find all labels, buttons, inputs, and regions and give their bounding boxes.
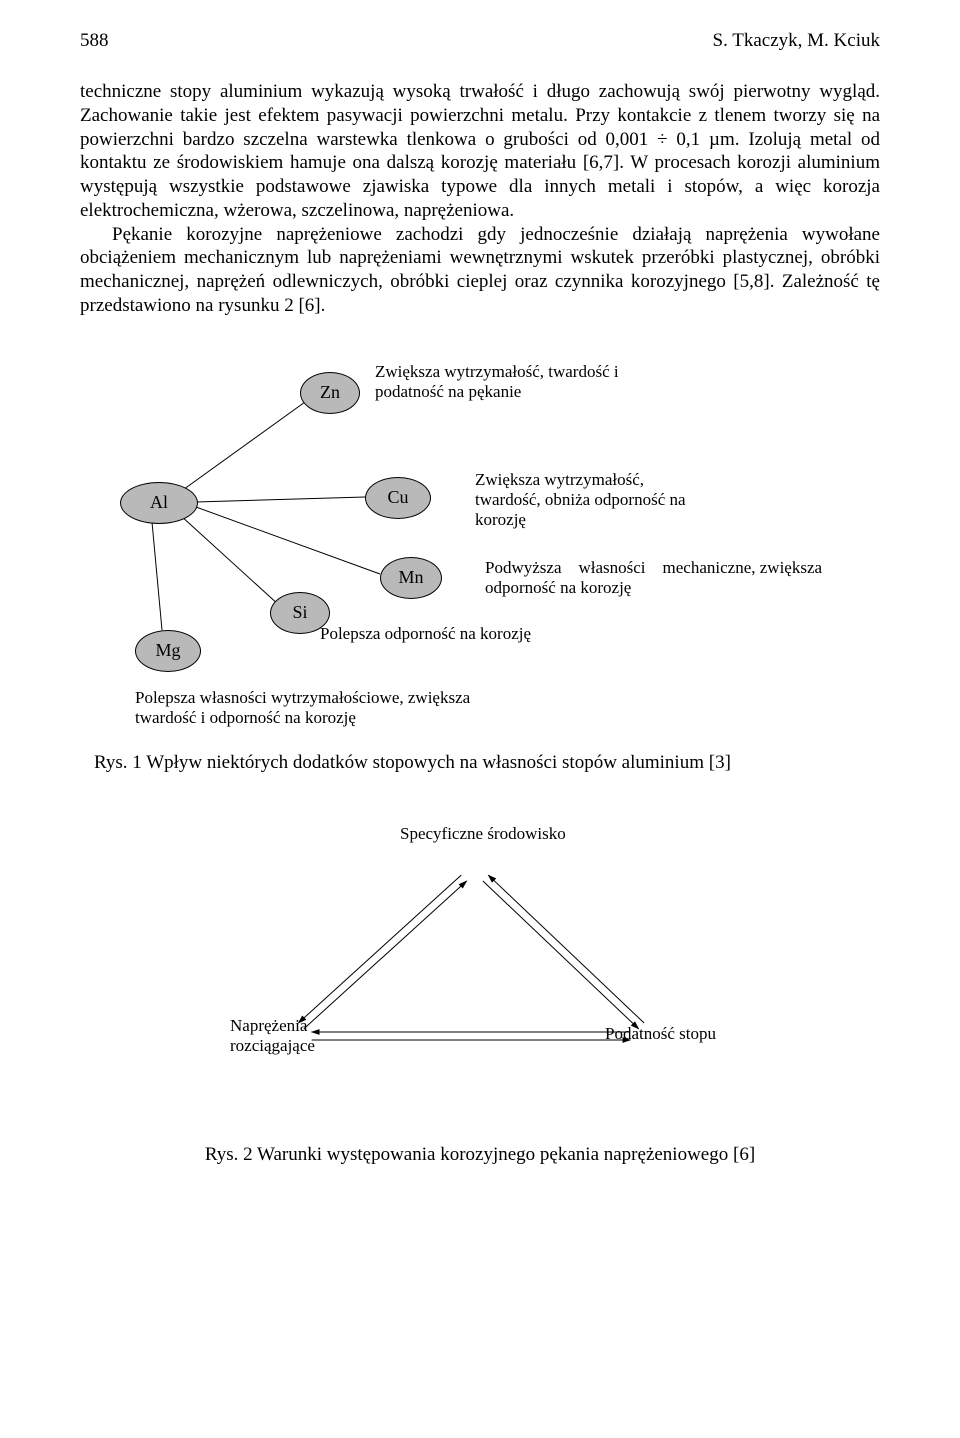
label-top: Specyficzne środowisko [400,824,566,844]
edge [180,515,280,606]
body-text: techniczne stopy aluminium wykazują wyso… [80,80,880,318]
running-header: 588 S. Tkaczyk, M. Kciuk [80,30,880,52]
label-left: Naprężenia rozciągające [230,1016,315,1057]
node-si-label: Si [292,602,307,623]
page-number: 588 [80,30,109,52]
page: 588 S. Tkaczyk, M. Kciuk techniczne stop… [0,0,960,1438]
node-al: Al [120,482,198,524]
triangle-edge [298,875,461,1023]
figure2-caption: Rys. 2 Warunki występowania korozyjnego … [80,1144,880,1166]
diagram1-edges [80,362,880,732]
label-zn: Zwiększa wytrzymałość, twardość i podatn… [375,362,635,403]
label-mn-mid: własności [578,558,645,577]
node-zn-label: Zn [320,382,340,403]
edge [196,507,380,574]
label-mn: Podwyższa własności mechaniczne, zwiększ… [485,558,825,599]
node-mg: Mg [135,630,201,672]
label-cu: Zwiększa wytrzymałość, twardość, obniża … [475,470,705,531]
edge [180,402,305,492]
label-si: Polepsza odporność na korozję [320,624,580,644]
edge [196,497,365,502]
paragraph-1: techniczne stopy aluminium wykazują wyso… [80,80,880,223]
node-al-label: Al [150,492,168,513]
node-mn-label: Mn [398,567,423,588]
label-right: Podatność stopu [605,1024,716,1044]
node-cu-label: Cu [387,487,408,508]
edge [152,522,162,630]
triangle-edge [304,881,467,1029]
node-mg-label: Mg [155,640,180,661]
node-zn: Zn [300,372,360,414]
header-authors: S. Tkaczyk, M. Kciuk [713,30,880,52]
label-left-2: rozciągające [230,1036,315,1055]
label-left-1: Naprężenia [230,1016,307,1035]
label-mn-pre: Podwyższa [485,558,561,577]
node-cu: Cu [365,477,431,519]
paragraph-2: Pękanie korozyjne naprężeniowe zachodzi … [80,223,880,318]
diagram-alloy-additives: Al Zn Cu Mn Si Mg Zwiększa wytrzymałość,… [80,362,880,732]
diagram-scc-triangle: Specyficzne środowisko Naprężenia rozcią… [200,824,760,1084]
triangle-edge [488,875,644,1023]
label-mg: Polepsza własności wytrzymałościowe, zwi… [135,688,495,729]
triangle-edge [483,880,639,1028]
node-mn: Mn [380,557,442,599]
figure1-caption: Rys. 1 Wpływ niektórych dodatków stopowy… [94,752,880,774]
